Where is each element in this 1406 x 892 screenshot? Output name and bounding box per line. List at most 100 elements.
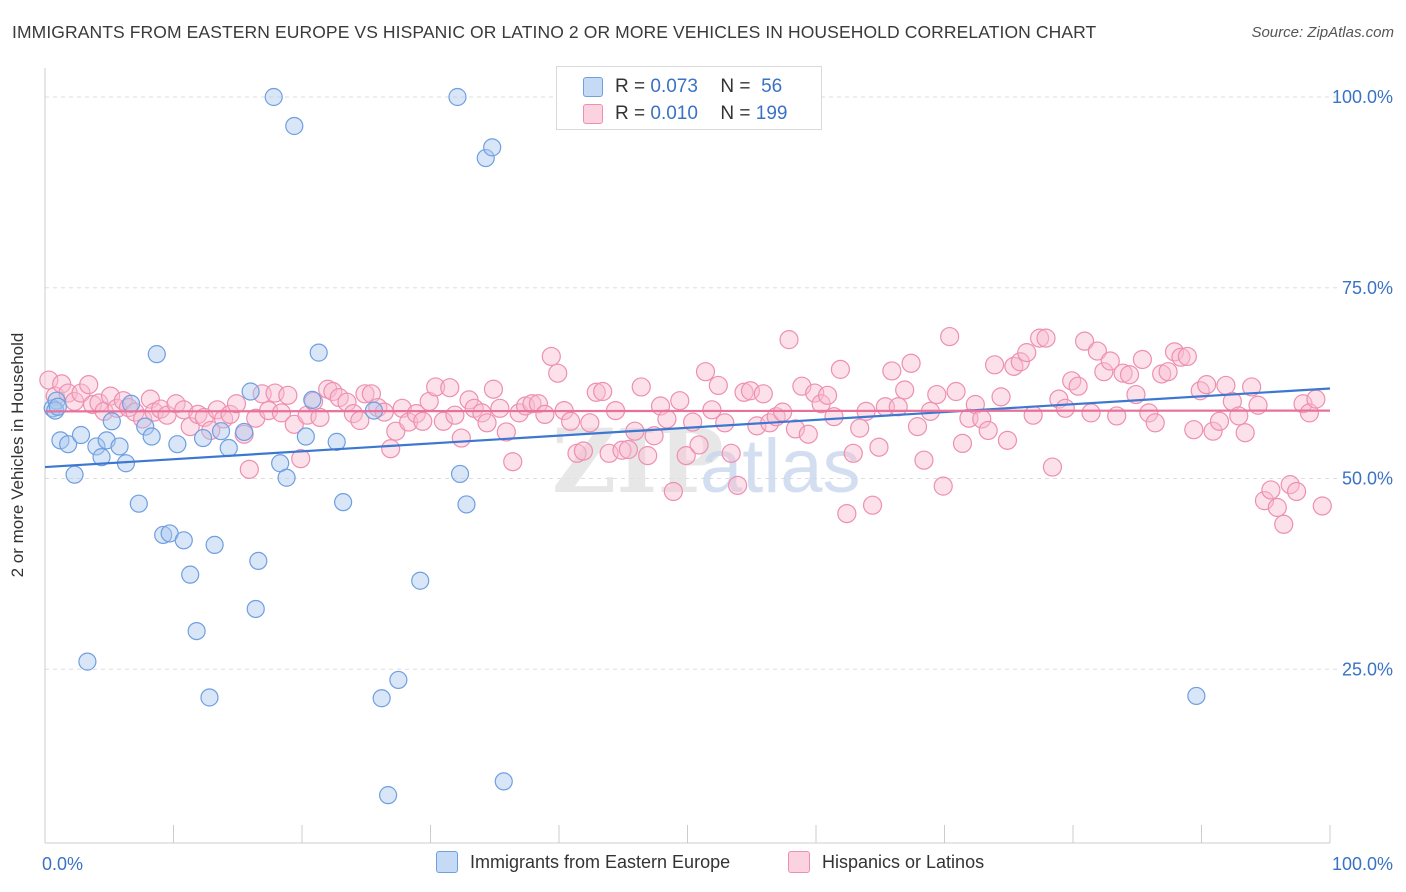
point-eastern-europe — [78, 652, 97, 671]
point-hispanic — [715, 413, 735, 433]
point-eastern-europe — [235, 422, 254, 442]
point-hispanic — [895, 380, 915, 400]
source-label: Source: ZipAtlas.com — [1251, 24, 1394, 41]
point-hispanic — [528, 394, 549, 414]
point-hispanic — [593, 381, 613, 402]
point-hispanic — [1081, 403, 1101, 423]
point-hispanic — [239, 459, 259, 479]
point-eastern-europe — [303, 390, 322, 410]
point-eastern-europe — [136, 417, 155, 436]
point-hispanic — [580, 413, 600, 433]
point-eastern-europe — [277, 468, 296, 487]
point-eastern-europe — [389, 670, 408, 690]
grid-lines — [45, 96, 1340, 670]
point-eastern-europe — [187, 621, 206, 641]
legend-row-eastern-europe: R = 0.073 N = 56 — [583, 75, 782, 99]
point-hispanic — [573, 441, 594, 461]
point-eastern-europe — [249, 551, 268, 571]
point-hispanic — [1267, 497, 1287, 518]
point-eastern-europe — [129, 494, 148, 513]
point-hispanic — [940, 326, 960, 347]
correlation-legend: R = 0.073 N = 56 R = 0.010 N = 199 — [556, 66, 822, 130]
legend-row-hispanics: R = 0.010 N = 199 — [583, 102, 787, 126]
point-hispanic — [503, 452, 523, 472]
point-hispanic — [1087, 341, 1108, 361]
point-hispanic — [1203, 421, 1223, 441]
point-hispanic — [490, 398, 510, 418]
point-hispanic — [1139, 403, 1159, 423]
point-hispanic — [310, 407, 330, 428]
point-hispanic — [985, 355, 1005, 375]
point-eastern-europe — [309, 343, 328, 362]
x-tick-label: 100.0% — [1332, 854, 1393, 874]
legend-n-label: N = — [720, 76, 751, 97]
point-eastern-europe — [110, 437, 129, 456]
point-hispanic — [535, 404, 555, 425]
point-hispanic — [1023, 405, 1043, 425]
point-eastern-europe — [334, 493, 353, 512]
point-hispanic — [472, 403, 492, 423]
point-hispanic — [1171, 347, 1191, 367]
point-eastern-europe — [154, 525, 173, 545]
point-hispanic — [1158, 362, 1178, 382]
point-hispanic — [933, 476, 953, 496]
point-hispanic — [1042, 457, 1063, 477]
y-tick-label: 50.0% — [1342, 469, 1393, 489]
point-hispanic — [952, 433, 973, 454]
point-eastern-europe — [59, 435, 78, 454]
point-hispanic — [901, 353, 921, 373]
point-eastern-europe — [411, 571, 430, 590]
point-hispanic — [1094, 362, 1114, 382]
point-hispanic — [496, 422, 516, 442]
point-hispanic — [100, 386, 121, 406]
point-eastern-europe — [483, 138, 502, 157]
point-hispanic — [522, 394, 542, 414]
point-eastern-europe — [450, 464, 470, 484]
data-points — [39, 87, 1332, 805]
point-hispanic — [560, 411, 581, 431]
series-legend-item-eastern-europe: Immigrants from Eastern Europe — [436, 851, 730, 873]
point-hispanic — [850, 418, 870, 438]
point-hispanic — [1235, 423, 1255, 443]
point-hispanic — [1017, 343, 1037, 363]
point-eastern-europe — [264, 87, 283, 107]
point-eastern-europe — [147, 345, 166, 364]
legend-swatch-pink — [583, 104, 603, 124]
point-hispanic — [798, 424, 818, 444]
point-hispanic — [843, 443, 863, 463]
point-eastern-europe — [48, 397, 67, 416]
legend-r-value: 0.010 — [650, 103, 698, 124]
point-hispanic — [445, 405, 465, 425]
series-legend-label: Immigrants from Eastern Europe — [470, 851, 731, 872]
point-hispanic — [1216, 375, 1236, 396]
point-hispanic — [978, 420, 998, 441]
point-hispanic — [451, 428, 471, 448]
y-tick-label: 75.0% — [1342, 278, 1393, 298]
point-eastern-europe — [102, 412, 121, 431]
point-hispanic — [946, 381, 966, 402]
point-eastern-europe — [65, 465, 84, 484]
point-eastern-europe — [193, 428, 213, 448]
point-eastern-europe — [246, 599, 265, 619]
point-hispanic — [702, 400, 722, 420]
series-swatch-pink — [788, 851, 810, 873]
point-hispanic — [612, 440, 632, 460]
legend-swatch-blue — [583, 77, 603, 97]
point-hispanic — [618, 439, 638, 460]
series-legend: Immigrants from Eastern Europe Hispanics… — [0, 851, 1406, 879]
point-hispanic — [638, 446, 658, 466]
point-hispanic — [1286, 481, 1307, 502]
legend-n-label: N = — [720, 103, 751, 124]
point-hispanic — [1164, 342, 1185, 362]
point-hispanic — [657, 409, 677, 429]
point-hispanic — [541, 346, 561, 367]
point-hispanic — [440, 378, 460, 398]
point-eastern-europe — [71, 425, 91, 445]
point-hispanic — [1062, 371, 1082, 391]
point-hispanic — [1177, 346, 1197, 367]
point-hispanic — [1209, 411, 1230, 431]
point-hispanic — [888, 397, 908, 417]
legend-n-value: 56 — [761, 76, 783, 97]
point-hispanic — [548, 363, 568, 383]
point-eastern-europe — [211, 422, 231, 441]
